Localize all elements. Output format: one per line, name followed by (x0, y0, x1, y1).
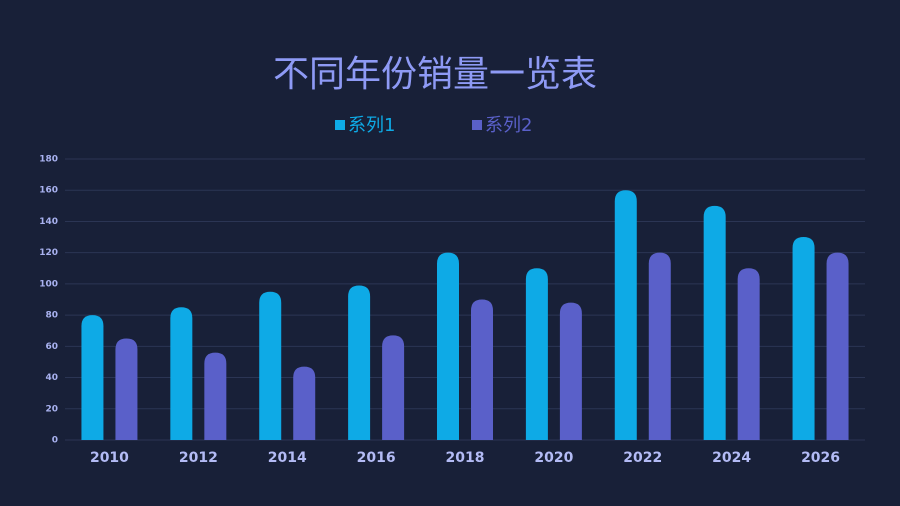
bar (81, 315, 104, 440)
y-tick-label: 0 (52, 436, 58, 446)
bar (471, 299, 493, 440)
x-tick-label: 2020 (534, 450, 573, 466)
bar (614, 190, 637, 440)
y-tick-label: 140 (39, 217, 58, 227)
legend-swatch (335, 120, 345, 130)
x-tick-label: 2024 (712, 450, 751, 466)
y-tick-label: 100 (39, 279, 58, 289)
bar (293, 366, 316, 440)
x-tick-label: 2012 (179, 450, 218, 466)
bar (792, 237, 815, 440)
bar (115, 338, 138, 440)
legend-swatch (472, 120, 482, 130)
chart-title: 不同年份销量一览表 (273, 54, 597, 95)
bar (525, 268, 548, 440)
y-tick-label: 180 (39, 155, 58, 165)
y-tick-label: 60 (45, 342, 58, 352)
y-tick-label: 20 (45, 404, 58, 414)
bar (703, 205, 726, 440)
bar (348, 285, 371, 440)
bar (204, 352, 227, 440)
x-tick-label: 2018 (446, 450, 485, 466)
y-tick-label: 120 (39, 248, 58, 258)
legend-label: 系列2 (485, 115, 532, 136)
x-tick-label: 2016 (357, 450, 396, 466)
bar (648, 252, 671, 440)
bar (559, 302, 582, 440)
bar (826, 252, 849, 440)
bar (737, 268, 760, 440)
bar (170, 307, 193, 440)
x-tick-label: 2010 (90, 450, 129, 466)
bar (382, 335, 405, 440)
bar (259, 291, 282, 440)
y-tick-label: 160 (39, 186, 58, 196)
bar (437, 252, 459, 440)
x-tick-label: 2014 (268, 450, 307, 466)
x-tick-label: 2022 (623, 450, 662, 466)
y-tick-label: 40 (45, 373, 58, 383)
x-tick-label: 2026 (801, 450, 840, 466)
y-tick-label: 80 (45, 311, 58, 321)
legend-label: 系列1 (348, 115, 395, 136)
